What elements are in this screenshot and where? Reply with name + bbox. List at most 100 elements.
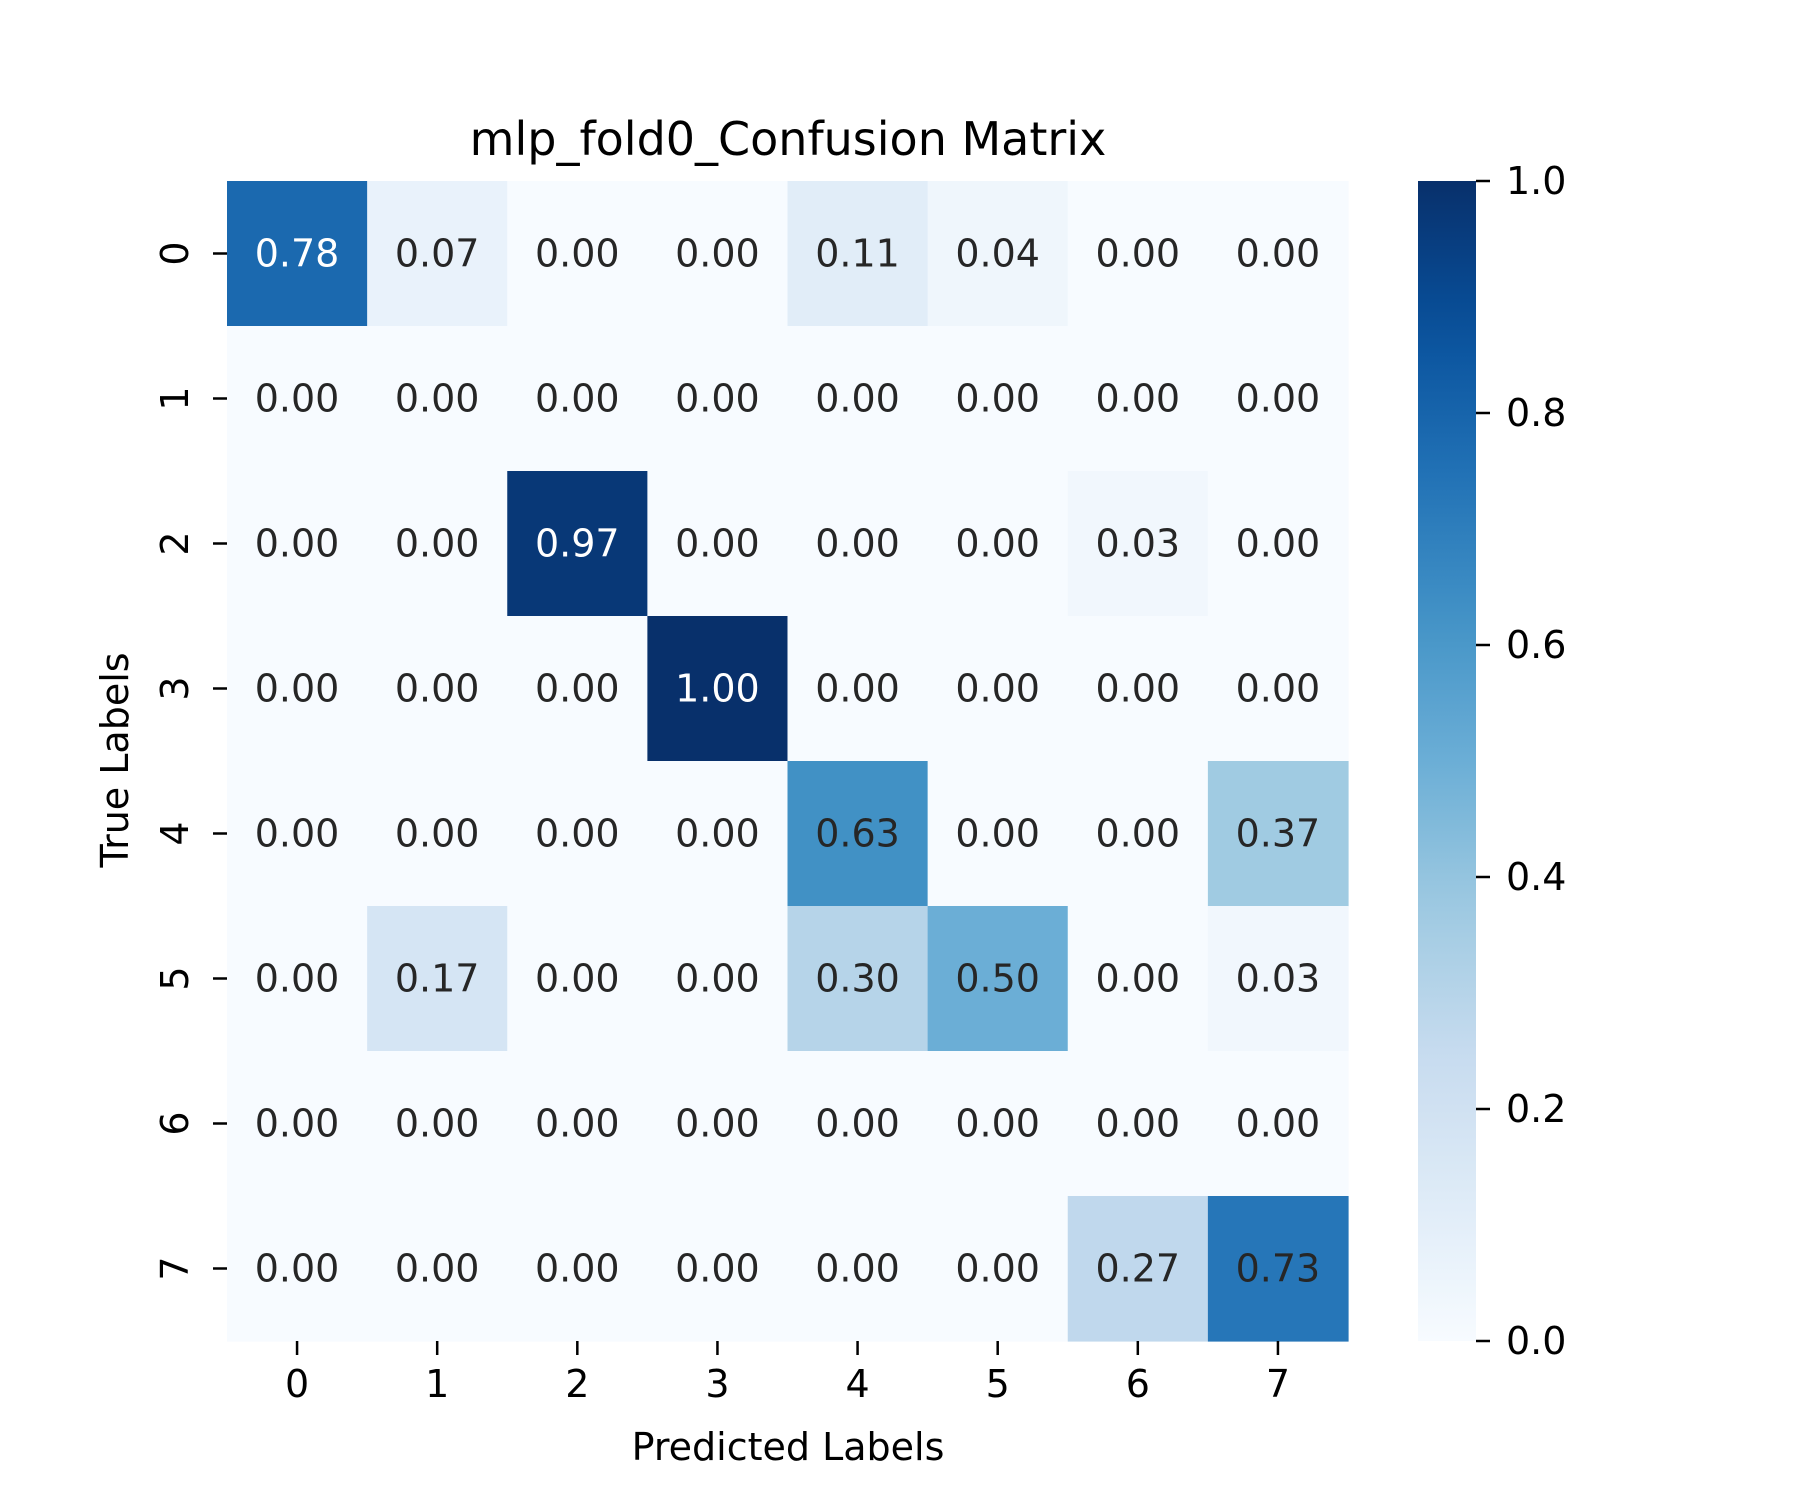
x-tick-label-4: 4: [845, 1362, 869, 1406]
colorbar-tick-label-5: 1.0: [1506, 159, 1566, 203]
colorbar-tick-label-0: 0.0: [1506, 1319, 1566, 1363]
cell-label-r3-c7: 0.00: [1236, 667, 1321, 711]
cell-label-r4-c6: 0.00: [1096, 812, 1181, 856]
y-tick-label-2: 2: [153, 531, 197, 555]
cell-label-r1-c1: 0.00: [395, 377, 480, 421]
cell-label-r6-c0: 0.00: [255, 1102, 340, 1146]
cell-r1-c0: [227, 326, 368, 472]
cell-r4-c1: [367, 761, 508, 907]
cell-r0-c7: [1207, 181, 1349, 327]
y-tick-label-5: 5: [153, 966, 197, 990]
cell-label-r4-c5: 0.00: [955, 812, 1040, 856]
cell-label-r0-c1: 0.07: [395, 232, 480, 276]
cell-label-r2-c5: 0.00: [955, 522, 1040, 566]
cell-r3-c2: [507, 616, 648, 762]
cell-r6-c1: [367, 1051, 508, 1197]
cell-label-r0-c4: 0.11: [815, 232, 900, 276]
cell-r4-c4: [787, 761, 929, 907]
cell-label-r1-c5: 0.00: [955, 377, 1040, 421]
cell-r0-c3: [647, 181, 789, 327]
cell-label-r7-c4: 0.00: [815, 1247, 900, 1291]
cell-r4-c6: [1067, 761, 1209, 907]
y-tick-label-4: 4: [153, 821, 197, 845]
cell-label-r4-c4: 0.63: [815, 812, 900, 856]
cell-r6-c4: [787, 1051, 929, 1197]
cell-r1-c1: [367, 326, 508, 472]
cell-r6-c2: [507, 1051, 648, 1197]
colorbar-tick-label-2: 0.4: [1506, 855, 1566, 899]
cell-r2-c4: [787, 471, 929, 617]
cell-label-r5-c4: 0.30: [815, 957, 900, 1001]
cell-label-r5-c7: 0.03: [1236, 957, 1321, 1001]
cell-r5-c3: [647, 906, 789, 1052]
colorbar-gradient: [1418, 181, 1476, 1341]
cell-r1-c7: [1207, 326, 1349, 472]
cell-label-r4-c7: 0.37: [1236, 812, 1321, 856]
cell-r6-c3: [647, 1051, 789, 1197]
cell-r4-c0: [227, 761, 368, 907]
cell-r2-c5: [927, 471, 1069, 617]
cell-label-r1-c3: 0.00: [675, 377, 760, 421]
cell-label-r2-c2: 0.97: [535, 522, 620, 566]
cell-r3-c7: [1207, 616, 1349, 762]
x-tick-label-1: 1: [425, 1362, 449, 1406]
cell-label-r3-c1: 0.00: [395, 667, 480, 711]
cell-label-r2-c7: 0.00: [1236, 522, 1321, 566]
cell-label-r0-c5: 0.04: [955, 232, 1040, 276]
cell-label-r1-c0: 0.00: [255, 377, 340, 421]
cell-r4-c2: [507, 761, 648, 907]
y-tick-label-0: 0: [153, 241, 197, 265]
cell-label-r7-c7: 0.73: [1236, 1247, 1321, 1291]
cell-r3-c6: [1067, 616, 1209, 762]
cell-label-r0-c6: 0.00: [1096, 232, 1181, 276]
cell-r3-c3: [647, 616, 789, 762]
cell-label-r5-c3: 0.00: [675, 957, 760, 1001]
cell-r6-c7: [1207, 1051, 1349, 1197]
x-tick-label-0: 0: [285, 1362, 309, 1406]
cell-r0-c1: [367, 181, 508, 327]
cell-r1-c3: [647, 326, 789, 472]
cell-r5-c6: [1067, 906, 1209, 1052]
cell-r3-c4: [787, 616, 929, 762]
cell-label-r3-c0: 0.00: [255, 667, 340, 711]
cell-r7-c7: [1207, 1196, 1349, 1342]
cell-r0-c0: [227, 181, 368, 327]
cell-label-r3-c3: 1.00: [675, 667, 760, 711]
cell-label-r2-c3: 0.00: [675, 522, 760, 566]
cell-label-r5-c5: 0.50: [955, 957, 1040, 1001]
heatmap-cell-labels: 0.78 0.07 0.00 0.00 0.11 0.04 0.00 0.00 0.00 0.00…: [255, 232, 1320, 1291]
cell-r2-c3: [647, 471, 789, 617]
cell-label-r1-c2: 0.00: [535, 377, 620, 421]
cell-r6-c6: [1067, 1051, 1209, 1197]
cell-r5-c1: [367, 906, 508, 1052]
cell-label-r1-c6: 0.00: [1096, 377, 1181, 421]
cell-r5-c5: [927, 906, 1069, 1052]
cell-label-r0-c0: 0.78: [255, 232, 340, 276]
x-tick-label-7: 7: [1266, 1362, 1290, 1406]
cell-label-r3-c2: 0.00: [535, 667, 620, 711]
y-tick-label-6: 6: [153, 1111, 197, 1135]
cell-label-r6-c2: 0.00: [535, 1102, 620, 1146]
cell-r5-c7: [1207, 906, 1349, 1052]
y-tick-label-1: 1: [153, 386, 197, 410]
cell-r7-c0: [227, 1196, 368, 1342]
cell-r5-c0: [227, 906, 368, 1052]
cell-r1-c2: [507, 326, 648, 472]
x-axis: 0 1 2 3 4 5 6 7: [285, 1341, 1290, 1406]
cell-label-r5-c2: 0.00: [535, 957, 620, 1001]
heatmap-cells: [227, 181, 1349, 1342]
cell-label-r7-c2: 0.00: [535, 1247, 620, 1291]
cell-label-r0-c3: 0.00: [675, 232, 760, 276]
x-tick-label-6: 6: [1126, 1362, 1150, 1406]
cell-r6-c5: [927, 1051, 1069, 1197]
cell-label-r2-c0: 0.00: [255, 522, 340, 566]
cell-r0-c5: [927, 181, 1069, 327]
cell-r2-c0: [227, 471, 368, 617]
cell-r5-c2: [507, 906, 648, 1052]
cell-r6-c0: [227, 1051, 368, 1197]
cell-label-r5-c1: 0.17: [395, 957, 480, 1001]
cell-r3-c0: [227, 616, 368, 762]
cell-label-r4-c2: 0.00: [535, 812, 620, 856]
cell-label-r6-c4: 0.00: [815, 1102, 900, 1146]
cell-r4-c5: [927, 761, 1069, 907]
